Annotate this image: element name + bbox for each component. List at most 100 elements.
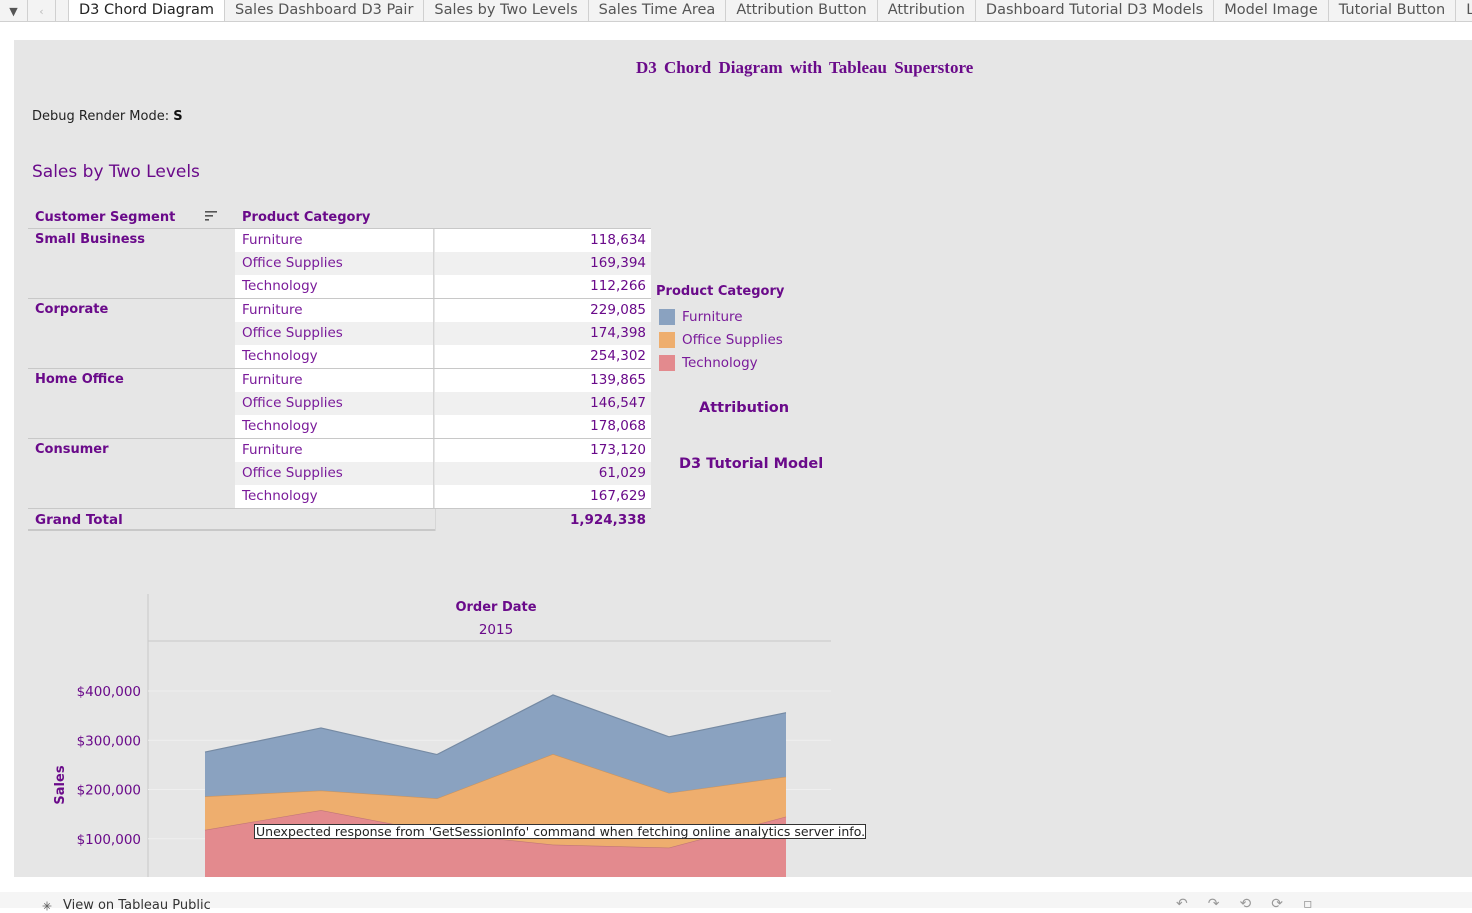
sales-value-cell: 139,865 <box>435 369 651 392</box>
sales-value-cell: 169,394 <box>435 252 651 275</box>
y-tick-label: $200,000 <box>77 783 141 799</box>
sales-value-cell: 167,629 <box>435 485 651 508</box>
tab-sales-by-two-levels[interactable]: Sales by Two Levels <box>424 0 589 21</box>
col-header-segment[interactable]: Customer Segment <box>35 210 176 225</box>
table-row[interactable]: Furniture 139,865 <box>235 369 651 392</box>
attribution-link[interactable]: Attribution <box>699 400 790 416</box>
tab-model-image[interactable]: Model Image <box>1214 0 1329 21</box>
dashboard-canvas: D3 Chord Diagram with Tableau Superstore… <box>14 40 1472 877</box>
category-cell: Technology <box>235 345 434 368</box>
table-row[interactable]: Office Supplies 169,394 <box>235 252 651 275</box>
category-cell: Technology <box>235 415 434 438</box>
table-row[interactable]: Technology 254,302 <box>235 345 651 368</box>
revert-icon[interactable]: ⟲ <box>1239 896 1252 912</box>
tab-sales-time-area[interactable]: Sales Time Area <box>589 0 727 21</box>
share-icon[interactable]: ▫ <box>1302 896 1313 912</box>
sales-table: Customer Segment Product Category Small … <box>28 208 651 531</box>
segment-group: Small Business Furniture 118,634 Office Sup… <box>28 228 651 298</box>
y-tick-label: $400,000 <box>77 684 141 700</box>
grand-total-label: Grand Total <box>35 512 123 528</box>
debug-label: Debug Render Mode: <box>32 109 170 124</box>
sales-value-cell: 61,029 <box>435 462 651 485</box>
debug-value: S <box>173 109 183 124</box>
category-cell: Furniture <box>235 299 434 322</box>
refresh-icon[interactable]: ⟳ <box>1271 896 1283 912</box>
y-tick-label: $100,000 <box>77 832 141 848</box>
table-row[interactable]: Office Supplies 146,547 <box>235 392 651 415</box>
category-cell: Technology <box>235 275 434 298</box>
redo-icon[interactable]: ↷ <box>1207 896 1220 912</box>
undo-icon[interactable]: ↶ <box>1176 896 1188 912</box>
product-category-legend: Product Category Furniture Office Supplie… <box>656 284 784 374</box>
tab-attribution[interactable]: Attribution <box>878 0 976 21</box>
segment-label: Corporate <box>35 302 109 317</box>
y-axis-label: Sales <box>53 765 68 804</box>
category-cell: Office Supplies <box>235 322 434 345</box>
table-body: Small Business Furniture 118,634 Office Sup… <box>28 228 651 508</box>
category-cell: Furniture <box>235 369 434 392</box>
grand-total-value: 1,924,338 <box>435 509 651 531</box>
category-cell: Office Supplies <box>235 392 434 415</box>
legend-label: Furniture <box>682 308 743 325</box>
legend-swatch <box>659 308 675 325</box>
category-cell: Technology <box>235 485 434 508</box>
legend-item[interactable]: Furniture <box>656 305 784 328</box>
segment-group: Consumer Furniture 173,120 Office Supplies 6… <box>28 438 651 508</box>
sales-value-cell: 254,302 <box>435 345 651 368</box>
grand-total-row[interactable]: Grand Total 1,924,338 <box>28 508 651 531</box>
tab-tutorial-button[interactable]: Tutorial Button <box>1329 0 1457 21</box>
segment-label: Small Business <box>35 232 146 247</box>
sales-value-cell: 118,634 <box>435 229 651 252</box>
area-edge-line <box>204 694 787 756</box>
tutorial-model-link[interactable]: D3 Tutorial Model <box>679 456 824 472</box>
view-on-tableau-public-link[interactable]: View on Tableau Public <box>38 898 211 913</box>
legend-item[interactable]: Office Supplies <box>656 328 784 351</box>
table-row[interactable]: Furniture 229,085 <box>235 299 651 322</box>
table-row[interactable]: Technology 112,266 <box>235 275 651 298</box>
table-row[interactable]: Technology 178,068 <box>235 415 651 438</box>
tab-sales-dashboard-d3-pair[interactable]: Sales Dashboard D3 Pair <box>225 0 425 21</box>
legend-swatch <box>659 331 675 348</box>
sheet-tabs: D3 Chord Diagram Sales Dashboard D3 Pair S… <box>68 0 1472 21</box>
sales-value-cell: 174,398 <box>435 322 651 345</box>
sales-value-cell: 112,266 <box>435 275 651 298</box>
view-on-tableau-public-label: View on Tableau Public <box>63 898 211 913</box>
legend-title: Product Category <box>656 284 785 299</box>
category-cell: Furniture <box>235 439 434 462</box>
col-header-category[interactable]: Product Category <box>242 210 371 225</box>
segment-group: Corporate Furniture 229,085 Office Supplies… <box>28 298 651 368</box>
tableau-logo-icon <box>42 901 52 910</box>
area-furniture[interactable] <box>205 694 786 799</box>
debug-render-mode: Debug Render Mode: S <box>32 109 183 124</box>
tab-scroll-left-button[interactable]: ‹ <box>28 0 56 21</box>
segment-label: Consumer <box>35 442 109 457</box>
sales-value-cell: 146,547 <box>435 392 651 415</box>
tab-menu-button[interactable]: ▼ <box>0 0 28 21</box>
table-row[interactable]: Office Supplies 174,398 <box>235 322 651 345</box>
tab-d3-chord-diagram[interactable]: D3 Chord Diagram <box>68 0 225 21</box>
sheet-tab-bar: ▼ ‹ D3 Chord Diagram Sales Dashboard D3 P… <box>0 0 1472 22</box>
legend-item[interactable]: Technology <box>656 351 784 374</box>
legend-label: Office Supplies <box>682 331 783 348</box>
table-row[interactable]: Furniture 118,634 <box>235 229 651 252</box>
segment-label: Home Office <box>35 372 124 387</box>
chart-header-title: Order Date <box>455 600 536 615</box>
chart-header-year: 2015 <box>479 622 513 638</box>
tab-attribution-button[interactable]: Attribution Button <box>726 0 878 21</box>
table-header: Customer Segment Product Category <box>28 208 651 228</box>
sales-value-cell: 229,085 <box>435 299 651 322</box>
legend-label: Technology <box>682 354 758 371</box>
dashboard-title: D3 Chord Diagram with Tableau Superstore <box>636 58 974 77</box>
table-row[interactable]: Technology 167,629 <box>235 485 651 508</box>
sort-icon[interactable] <box>204 210 218 222</box>
error-message-box: Unexpected response from 'GetSessionInfo… <box>254 824 866 839</box>
category-cell: Furniture <box>235 229 434 252</box>
category-cell: Office Supplies <box>235 252 434 275</box>
sales-value-cell: 178,068 <box>435 415 651 438</box>
sales-value-cell: 173,120 <box>435 439 651 462</box>
category-cell: Office Supplies <box>235 462 434 485</box>
tab-link-back-t[interactable]: Link back t <box>1456 0 1472 21</box>
table-row[interactable]: Furniture 173,120 <box>235 439 651 462</box>
tab-dashboard-tutorial-d3-models[interactable]: Dashboard Tutorial D3 Models <box>976 0 1215 21</box>
table-row[interactable]: Office Supplies 61,029 <box>235 462 651 485</box>
